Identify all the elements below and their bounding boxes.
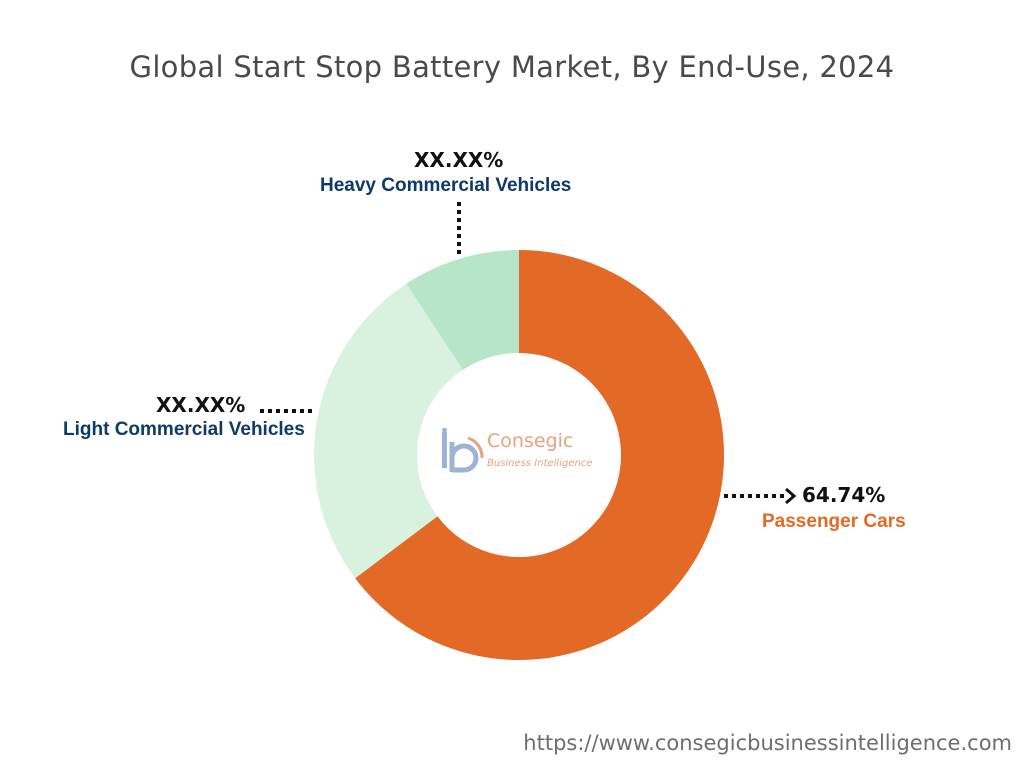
donut-slice-light-commercial-vehicles (313, 283, 463, 579)
donut-slice-heavy-commercial-vehicles (406, 250, 519, 370)
donut-slice-passenger-cars (355, 250, 725, 661)
data-label-heavy-commercial-name: Heavy Commercial Vehicles (320, 175, 572, 196)
data-label-heavy-commercial-pct: XX.XX% (414, 148, 504, 172)
source-url: https://www.consegicbusinessintelligence… (523, 731, 1012, 755)
data-label-passenger-pct: 64.74% (802, 483, 886, 507)
data-label-light-commercial-name: Light Commercial Vehicles (63, 419, 305, 440)
leader-arrow-passenger (724, 487, 797, 505)
data-label-light-commercial-pct: XX.XX% (156, 393, 246, 417)
logo-name: Consegic (487, 430, 574, 452)
data-label-passenger-name: Passenger Cars (762, 511, 906, 532)
leader-line-light (260, 409, 314, 413)
logo-mark-icon (442, 427, 484, 473)
leader-line-heavy (457, 202, 461, 256)
logo-tagline: Business Intelligence (487, 458, 593, 469)
company-logo: Consegic Business Intelligence (438, 427, 608, 480)
chart-title: Global Start Stop Battery Market, By End… (129, 50, 895, 84)
